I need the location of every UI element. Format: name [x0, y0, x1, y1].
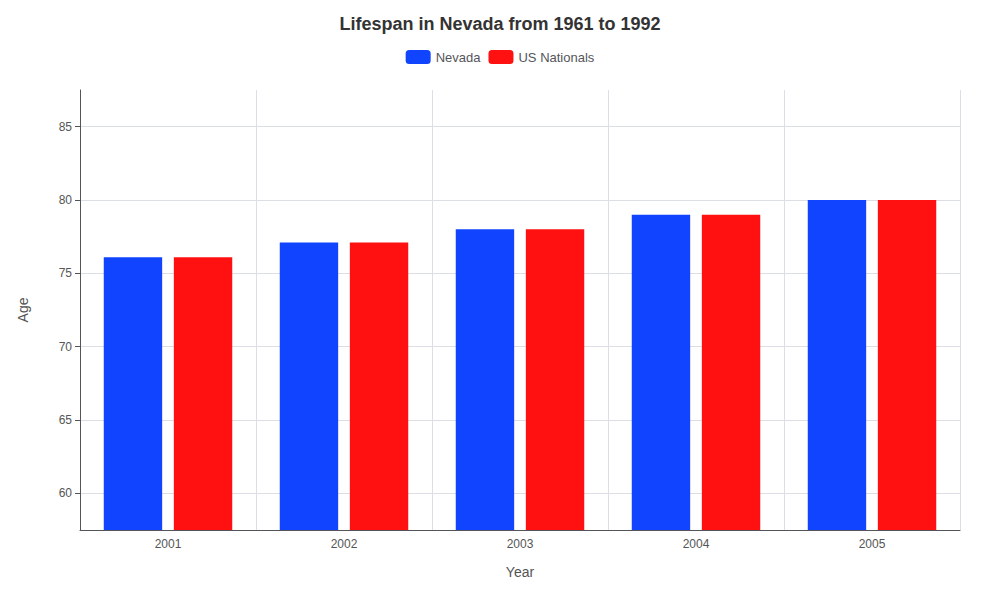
svg-text:2003: 2003 [507, 537, 534, 551]
svg-text:2004: 2004 [683, 537, 710, 551]
svg-text:70: 70 [59, 340, 73, 354]
svg-text:2001: 2001 [155, 537, 182, 551]
svg-text:Year: Year [506, 564, 535, 580]
svg-text:60: 60 [59, 486, 73, 500]
svg-text:85: 85 [59, 120, 73, 134]
svg-text:80: 80 [59, 193, 73, 207]
svg-text:Age: Age [15, 297, 31, 322]
svg-text:Lifespan in Nevada from 1961 t: Lifespan in Nevada from 1961 to 1992 [339, 14, 660, 34]
svg-text:75: 75 [59, 266, 73, 280]
svg-text:2005: 2005 [859, 537, 886, 551]
svg-text:US Nationals: US Nationals [518, 50, 594, 65]
svg-text:2002: 2002 [331, 537, 358, 551]
svg-text:Nevada: Nevada [436, 50, 482, 65]
svg-text:65: 65 [59, 413, 73, 427]
